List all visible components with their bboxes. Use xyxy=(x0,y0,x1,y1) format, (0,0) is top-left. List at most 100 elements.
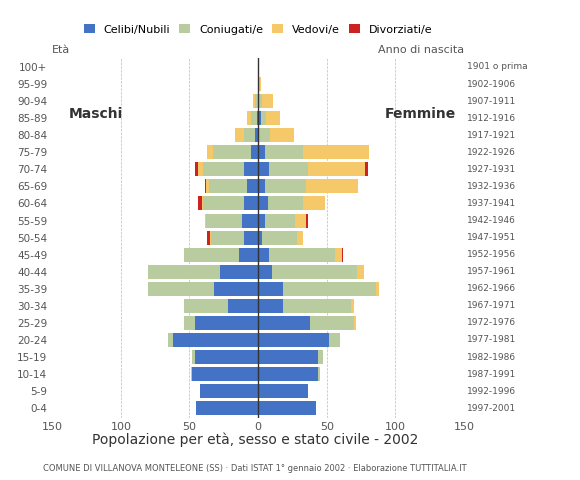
Bar xyxy=(244,196,258,210)
Bar xyxy=(247,180,258,193)
Bar xyxy=(192,367,258,381)
Bar xyxy=(269,248,335,262)
Text: Femmine: Femmine xyxy=(385,108,456,121)
Bar xyxy=(206,214,242,228)
Bar xyxy=(258,265,272,279)
Bar xyxy=(265,214,295,228)
Text: 1932-1936: 1932-1936 xyxy=(467,182,516,191)
Bar xyxy=(255,94,258,108)
Text: 1942-1946: 1942-1946 xyxy=(467,216,516,225)
Text: COMUNE DI VILLANOVA MONTELEONE (SS) · Dati ISTAT 1° gennaio 2002 · Elaborazione : COMUNE DI VILLANOVA MONTELEONE (SS) · Da… xyxy=(44,464,467,473)
Bar xyxy=(335,248,342,262)
Text: 1952-1956: 1952-1956 xyxy=(467,250,516,259)
Bar xyxy=(205,180,206,193)
Bar xyxy=(266,111,280,125)
Bar xyxy=(357,265,364,279)
Bar xyxy=(258,350,318,364)
Bar xyxy=(148,282,214,296)
Bar xyxy=(258,282,283,296)
Text: 1902-1906: 1902-1906 xyxy=(467,80,516,88)
Bar xyxy=(220,265,258,279)
Bar xyxy=(258,77,259,91)
Bar xyxy=(329,333,340,347)
Bar xyxy=(258,196,268,210)
Bar xyxy=(259,128,270,142)
Bar xyxy=(258,111,261,125)
Bar xyxy=(239,248,258,262)
Text: 1957-1961: 1957-1961 xyxy=(467,267,516,276)
Bar xyxy=(258,94,259,108)
Bar xyxy=(195,350,258,364)
Bar xyxy=(283,299,351,313)
Text: 1917-1921: 1917-1921 xyxy=(467,131,516,140)
Bar xyxy=(168,333,173,347)
Bar xyxy=(258,128,259,142)
Text: Popolazione per età, sesso e stato civile - 2002: Popolazione per età, sesso e stato civil… xyxy=(92,432,418,447)
Bar xyxy=(207,230,210,245)
Text: Maschi: Maschi xyxy=(69,108,124,121)
Text: 1927-1931: 1927-1931 xyxy=(467,165,516,174)
Text: 1922-1926: 1922-1926 xyxy=(467,148,516,157)
Text: 1901 o prima: 1901 o prima xyxy=(467,62,527,72)
Text: 1987-1991: 1987-1991 xyxy=(467,370,516,379)
Bar xyxy=(261,111,266,125)
Bar xyxy=(354,316,356,330)
Bar xyxy=(203,196,244,210)
Bar xyxy=(192,350,195,364)
Text: Età: Età xyxy=(52,45,70,55)
Text: Anno di nascita: Anno di nascita xyxy=(378,45,464,55)
Bar xyxy=(342,248,343,262)
Bar xyxy=(258,214,265,228)
Bar xyxy=(258,230,262,245)
Bar xyxy=(265,180,306,193)
Bar xyxy=(351,299,354,313)
Bar xyxy=(259,77,261,91)
Bar xyxy=(269,162,307,176)
Bar xyxy=(258,316,310,330)
Bar xyxy=(258,299,283,313)
Bar xyxy=(196,401,258,415)
Bar xyxy=(318,367,320,381)
Bar xyxy=(198,196,202,210)
Bar xyxy=(258,248,269,262)
Bar xyxy=(191,367,192,381)
Bar xyxy=(365,162,368,176)
Text: 1937-1941: 1937-1941 xyxy=(467,199,516,208)
Bar xyxy=(258,333,329,347)
Bar xyxy=(206,180,209,193)
Text: 1997-2001: 1997-2001 xyxy=(467,404,516,413)
Bar xyxy=(242,214,258,228)
Bar xyxy=(257,111,258,125)
Bar xyxy=(244,162,258,176)
Bar xyxy=(262,230,296,245)
Bar xyxy=(251,111,257,125)
Bar xyxy=(258,145,265,159)
Bar xyxy=(235,128,244,142)
Bar xyxy=(202,196,203,210)
Bar xyxy=(259,94,262,108)
Bar xyxy=(212,230,244,245)
Bar xyxy=(205,214,206,228)
Text: 1992-1996: 1992-1996 xyxy=(467,387,516,396)
Bar xyxy=(306,180,358,193)
Bar xyxy=(376,282,379,296)
Bar xyxy=(184,316,195,330)
Text: 1972-1976: 1972-1976 xyxy=(467,318,516,327)
Bar xyxy=(262,94,273,108)
Bar xyxy=(213,145,251,159)
Bar xyxy=(209,180,247,193)
Bar xyxy=(258,384,307,398)
Text: 1982-1986: 1982-1986 xyxy=(467,352,516,361)
Bar xyxy=(195,162,198,176)
Bar xyxy=(207,145,213,159)
Text: 1962-1966: 1962-1966 xyxy=(467,284,516,293)
Bar xyxy=(201,384,258,398)
Bar xyxy=(244,128,255,142)
Bar xyxy=(258,162,269,176)
Bar xyxy=(303,145,369,159)
Text: 1907-1911: 1907-1911 xyxy=(467,96,516,106)
Bar xyxy=(195,316,258,330)
Bar xyxy=(283,282,376,296)
Bar xyxy=(247,111,251,125)
Bar xyxy=(203,162,244,176)
